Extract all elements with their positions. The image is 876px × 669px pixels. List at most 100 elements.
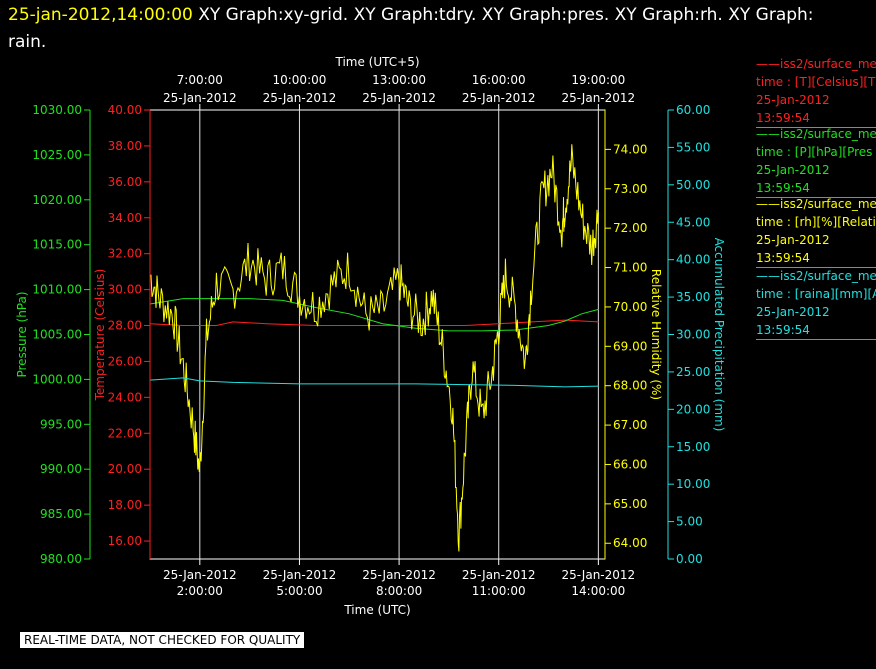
humidity-axis-label: Relative Humidity (%) (649, 269, 663, 400)
pressure-tick-label: 980.00 (40, 552, 82, 566)
temperature-tick-label: 30.00 (108, 283, 142, 297)
legend-date: 25-Jan-2012 (756, 163, 830, 177)
pressure-series-line (149, 298, 599, 332)
humidity-tick-label: 66.00 (613, 457, 647, 471)
precip-tick-label: 40.00 (676, 253, 710, 267)
precip-tick-label: 15.00 (676, 440, 710, 454)
pressure-tick-label: 1025.00 (32, 148, 82, 162)
x-bottom-tick-date: 25-Jan-2012 (462, 568, 536, 582)
x-top-tick-time: 19:00:00 (571, 73, 625, 87)
header-title-line2: rain. (8, 32, 47, 52)
humidity-tick-label: 64.00 (613, 536, 647, 550)
humidity-tick-label: 74.00 (613, 142, 647, 156)
temperature-tick-label: 18.00 (108, 498, 142, 512)
axes: 25-Jan-2012 2:00:00 25-Jan-2012 5:00:00 25-J… (15, 55, 726, 617)
legend-date: 25-Jan-2012 (756, 93, 830, 107)
temperature-tick-label: 38.00 (108, 139, 142, 153)
humidity-tick-label: 70.00 (613, 300, 647, 314)
temperature-tick-label: 28.00 (108, 319, 142, 333)
pressure-tick-label: 1005.00 (32, 328, 82, 342)
precip-tick-label: 55.00 (676, 140, 710, 154)
precip-tick-label: 20.00 (676, 402, 710, 416)
temperature-tick-label: 24.00 (108, 390, 142, 404)
legend-field: time : [T][Celsius][T (756, 75, 876, 89)
legend-field: time : [raina][mm][A (756, 287, 876, 301)
grid-lines (199, 110, 599, 559)
quality-notice: REAL-TIME DATA, NOT CHECKED FOR QUALITY (20, 632, 305, 648)
humidity-tick-label: 71.00 (613, 261, 647, 275)
x-top-tick-time: 13:00:00 (372, 73, 426, 87)
precip-tick-label: 10.00 (676, 477, 710, 491)
legend-item-temperature[interactable]: ——iss2/surface_met time : [T][Celsius][T… (756, 55, 876, 128)
precip-series-line (149, 377, 599, 388)
temperature-tick-label: 32.00 (108, 247, 142, 261)
humidity-tick-label: 69.00 (613, 339, 647, 353)
legend-item-humidity[interactable]: ——iss2/surface_met time : [rh][%][Relati… (756, 195, 876, 268)
x-top-tick-time: 7:00:00 (177, 73, 223, 87)
humidity-series-line (149, 144, 599, 552)
pressure-tick-label: 995.00 (40, 417, 82, 431)
precip-tick-label: 35.00 (676, 290, 710, 304)
pressure-tick-label: 1000.00 (32, 372, 82, 386)
legend-time: 13:59:54 (756, 111, 810, 125)
x-bottom-tick-time: 11:00:00 (472, 584, 526, 598)
precip-tick-label: 5.00 (676, 515, 703, 529)
x-bottom-tick-date: 25-Jan-2012 (263, 568, 337, 582)
pressure-tick-label: 985.00 (40, 507, 82, 521)
temperature-tick-label: 20.00 (108, 462, 142, 476)
header-title-line1: XY Graph:xy-grid. XY Graph:tdry. XY Grap… (192, 5, 814, 25)
plot-border (149, 109, 606, 560)
x-top-tick-date: 25-Jan-2012 (362, 91, 436, 105)
temperature-tick-label: 22.00 (108, 426, 142, 440)
precip-tick-label: 25.00 (676, 365, 710, 379)
legend-time: 13:59:54 (756, 181, 810, 195)
header-timestamp: 25-jan-2012,14:00:00 (8, 5, 193, 25)
pressure-tick-label: 990.00 (40, 462, 82, 476)
x-bottom-axis-label: Time (UTC) (343, 603, 410, 617)
legend-series-name: ——iss2/surface_met (756, 197, 876, 211)
x-top-tick-date: 25-Jan-2012 (562, 91, 636, 105)
humidity-tick-label: 68.00 (613, 379, 647, 393)
x-top-tick-date: 25-Jan-2012 (263, 91, 337, 105)
humidity-tick-label: 72.00 (613, 221, 647, 235)
legend-series-name: ——iss2/surface_met (756, 269, 876, 283)
x-bottom-tick-time: 14:00:00 (571, 584, 625, 598)
x-bottom-tick-time: 2:00:00 (177, 584, 223, 598)
x-top-tick-time: 10:00:00 (272, 73, 326, 87)
legend-item-pressure[interactable]: ——iss2/surface_met time : [P][hPa][Pres … (756, 125, 876, 198)
temperature-tick-label: 34.00 (108, 211, 142, 225)
precip-tick-label: 45.00 (676, 215, 710, 229)
legend-series-name: ——iss2/surface_met (756, 57, 876, 71)
precip-tick-label: 0.00 (676, 552, 703, 566)
legend-date: 25-Jan-2012 (756, 233, 830, 247)
humidity-tick-label: 65.00 (613, 497, 647, 511)
legend-item-precipitation[interactable]: ——iss2/surface_met time : [raina][mm][A … (756, 267, 876, 340)
temperature-series-line (149, 319, 599, 326)
precip-tick-label: 60.00 (676, 103, 710, 117)
precip-axis-label: Accumulated Precipitation (mm) (712, 238, 726, 432)
temperature-tick-label: 36.00 (108, 175, 142, 189)
x-bottom-tick-date: 25-Jan-2012 (562, 568, 636, 582)
legend-series-name: ——iss2/surface_met (756, 127, 876, 141)
temperature-axis-label: Temperature (Celsius) (93, 269, 107, 402)
temperature-tick-label: 16.00 (108, 534, 142, 548)
legend-date: 25-Jan-2012 (756, 305, 830, 319)
pressure-axis-label: Pressure (hPa) (15, 291, 29, 377)
precip-tick-label: 30.00 (676, 328, 710, 342)
legend-time: 13:59:54 (756, 251, 810, 265)
x-top-tick-time: 16:00:00 (472, 73, 526, 87)
plot-frame (149, 109, 606, 560)
pressure-tick-label: 1015.00 (32, 238, 82, 252)
x-bottom-tick-date: 25-Jan-2012 (163, 568, 237, 582)
x-bottom-tick-time: 8:00:00 (376, 584, 422, 598)
x-top-tick-date: 25-Jan-2012 (462, 91, 536, 105)
legend-time: 13:59:54 (756, 323, 810, 337)
legend-field: time : [rh][%][Relati (756, 215, 876, 229)
pressure-tick-label: 1020.00 (32, 193, 82, 207)
pressure-tick-label: 1010.00 (32, 283, 82, 297)
x-bottom-tick-date: 25-Jan-2012 (362, 568, 436, 582)
x-bottom-tick-time: 5:00:00 (276, 584, 322, 598)
x-top-tick-date: 25-Jan-2012 (163, 91, 237, 105)
legend-field: time : [P][hPa][Pres (756, 145, 873, 159)
